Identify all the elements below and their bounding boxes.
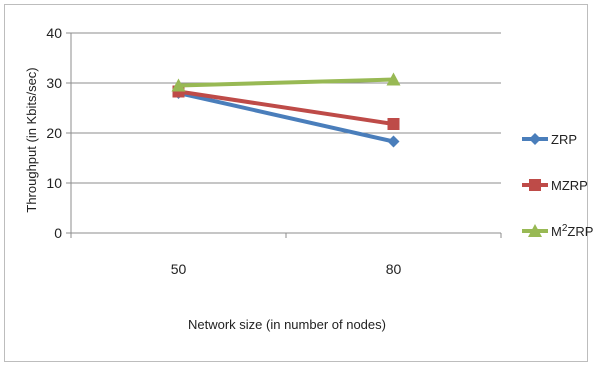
legend-label: MZRP	[551, 178, 588, 193]
axes	[66, 32, 502, 238]
legend-swatch-marker	[529, 133, 541, 145]
legend-item: M2ZRP	[522, 223, 593, 240]
legend-item: MZRP	[522, 178, 588, 193]
y-tick-label: 0	[54, 225, 62, 241]
series-line	[178, 89, 394, 126]
data-point	[387, 118, 400, 130]
y-axis-title: Throughput (in Kbits/sec)	[24, 67, 39, 212]
series-3	[171, 72, 401, 92]
series-line	[178, 77, 394, 88]
y-tick-label: 20	[46, 125, 62, 141]
y-tick-labels: 0 10 20 30 40	[46, 25, 62, 241]
data-point	[171, 78, 186, 92]
y-tick-label: 40	[46, 25, 62, 41]
y-tick-label: 30	[46, 75, 62, 91]
legend-swatch-marker	[528, 224, 542, 237]
series-line	[178, 91, 394, 144]
data-point	[386, 72, 401, 86]
legend: ZRP MZRP M2ZRP	[522, 132, 593, 239]
x-tick-label: 50	[171, 261, 187, 277]
series	[171, 72, 401, 148]
x-tick-label: 80	[386, 261, 402, 277]
series-2	[172, 85, 400, 130]
legend-label: M2ZRP	[551, 223, 593, 240]
legend-label: ZRP	[551, 132, 577, 147]
data-point	[387, 135, 400, 148]
x-tick-labels: 50 80	[171, 261, 402, 277]
y-tick-label: 10	[46, 175, 62, 191]
legend-item: ZRP	[522, 132, 577, 147]
legend-swatch-marker	[529, 179, 541, 191]
x-axis-title: Network size (in number of nodes)	[188, 317, 386, 332]
